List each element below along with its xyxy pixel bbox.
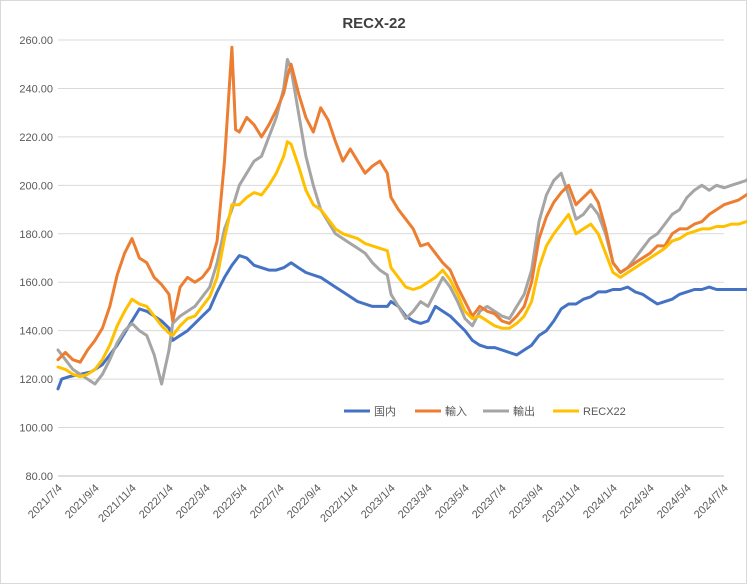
series-line-3 bbox=[56, 140, 747, 379]
legend-label: 輸出 bbox=[513, 404, 535, 418]
legend-label: RECX22 bbox=[583, 406, 626, 418]
x-tick-label: 2021/11/4 bbox=[96, 482, 139, 525]
y-tick-label: 80.00 bbox=[25, 471, 53, 483]
x-tick-label: 2021/7/4 bbox=[26, 482, 65, 521]
series-line-2 bbox=[56, 57, 747, 386]
y-tick-label: 180.00 bbox=[19, 229, 53, 241]
x-tick-label: 2024/3/4 bbox=[618, 482, 657, 521]
x-tick-label: 2023/5/4 bbox=[433, 482, 472, 521]
x-tick-label: 2022/11/4 bbox=[318, 482, 361, 525]
legend-label: 輸入 bbox=[445, 404, 467, 418]
x-tick-label: 2024/1/4 bbox=[581, 482, 620, 521]
x-tick-label: 2024/7/4 bbox=[692, 482, 731, 521]
x-tick-label: 2022/5/4 bbox=[211, 482, 250, 521]
y-tick-label: 200.00 bbox=[19, 180, 53, 192]
y-tick-label: 160.00 bbox=[19, 277, 53, 289]
y-tick-label: 240.00 bbox=[19, 83, 53, 95]
legend: 国内 輸入 輸出 RECX22 bbox=[344, 404, 626, 418]
x-tick-label: 2023/7/4 bbox=[470, 482, 509, 521]
x-tick-label: 2022/3/4 bbox=[174, 482, 213, 521]
x-tick-label: 2023/3/4 bbox=[396, 482, 435, 521]
chart-title: RECX-22 bbox=[342, 15, 405, 32]
x-tick-label: 2022/7/4 bbox=[248, 482, 287, 521]
x-tick-label: 2024/5/4 bbox=[655, 482, 694, 521]
y-tick-label: 120.00 bbox=[19, 374, 53, 386]
y-tick-label: 260.00 bbox=[19, 35, 53, 47]
series-line-1 bbox=[56, 45, 747, 364]
series-lines bbox=[56, 45, 747, 391]
x-tick-label: 2023/1/4 bbox=[359, 482, 398, 521]
grid bbox=[58, 39, 724, 477]
x-tick-label: 2023/11/4 bbox=[540, 482, 583, 525]
y-tick-label: 140.00 bbox=[19, 326, 53, 338]
series-line-0 bbox=[56, 254, 747, 391]
legend-label: 国内 bbox=[374, 404, 396, 418]
y-axis-ticks: 80.00 100.00 120.00 140.00 160.00 180.00 200.0… bbox=[19, 35, 53, 483]
x-tick-label: 2022/1/4 bbox=[137, 482, 176, 521]
y-tick-label: 100.00 bbox=[19, 423, 53, 435]
y-tick-label: 220.00 bbox=[19, 132, 53, 144]
x-axis-ticks: 2021/7/42021/9/42021/11/42022/1/42022/3/… bbox=[26, 482, 731, 525]
